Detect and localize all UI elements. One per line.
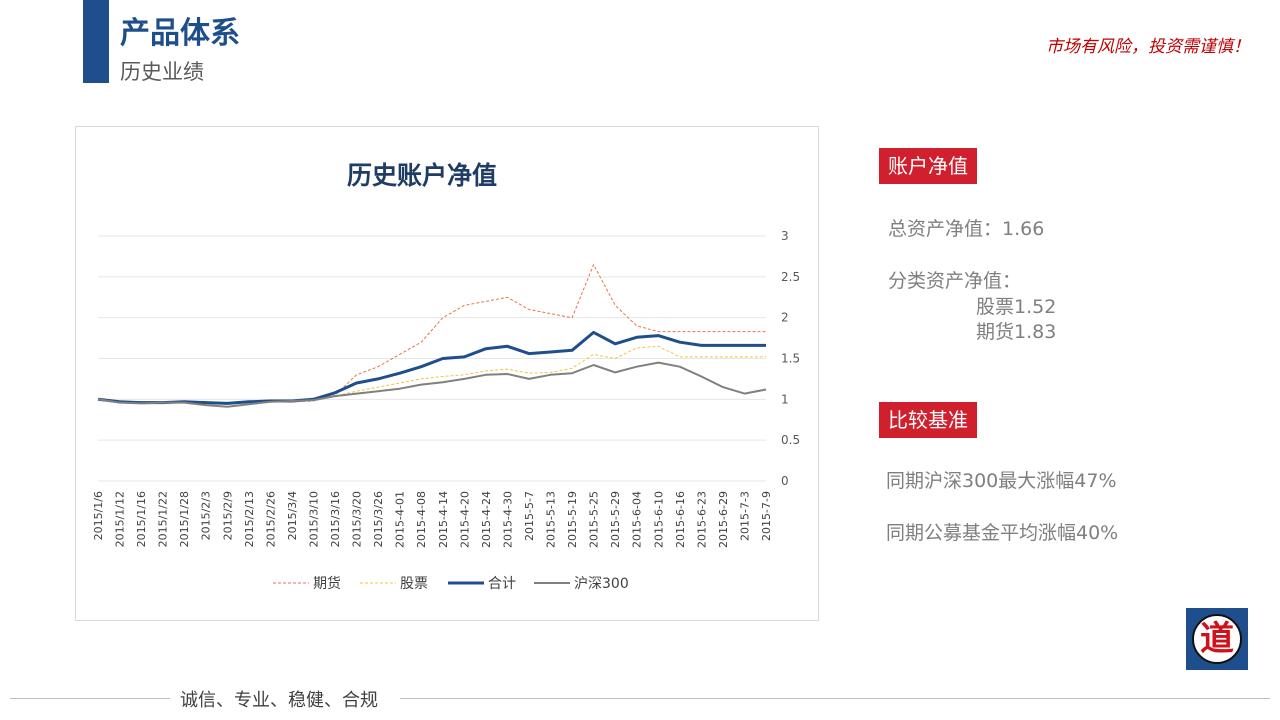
x-tick-label: 2015/3/20 bbox=[351, 491, 364, 547]
x-tick-label: 2015/1/22 bbox=[157, 491, 170, 547]
x-tick-label: 2015-5-29 bbox=[609, 491, 622, 548]
x-tick-label: 2015-4-08 bbox=[415, 491, 428, 548]
chart-title: 历史账户净值 bbox=[347, 161, 497, 190]
page-subtitle: 历史业绩 bbox=[120, 60, 204, 84]
x-tick-label: 2015/2/13 bbox=[243, 491, 256, 547]
x-tick-label: 2015/1/12 bbox=[114, 491, 127, 547]
fund-benchmark-text: 同期公募基金平均涨幅40% bbox=[886, 522, 1119, 544]
x-tick-label: 2015/2/26 bbox=[264, 491, 277, 547]
nav-line-chart: 历史账户净值 0 0.5 1 1.5 2 2.5 3 2015/1/6 2015/1/12 2015… bbox=[92, 161, 800, 592]
x-tick-label: 2015-5-7 bbox=[523, 491, 536, 541]
y-tick-label: 2.5 bbox=[781, 270, 800, 284]
dao-logo-icon: 道 bbox=[1192, 614, 1242, 664]
legend-label: 合计 bbox=[488, 576, 516, 592]
account-nav-badge: 账户净值 bbox=[879, 148, 977, 184]
x-tick-label: 2015-5-25 bbox=[588, 491, 601, 548]
y-tick-label: 0.5 bbox=[781, 433, 800, 447]
x-tick-label: 2015/1/16 bbox=[135, 491, 148, 547]
legend-label: 沪深300 bbox=[574, 576, 629, 592]
y-tick-label: 3 bbox=[781, 229, 789, 243]
x-tick-label: 2015-4-01 bbox=[394, 491, 407, 548]
x-tick-label: 2015-7-9 bbox=[760, 491, 773, 541]
x-tick-label: 2015-4-14 bbox=[437, 491, 450, 548]
series-line-股票 bbox=[97, 345, 766, 404]
series-line-合计 bbox=[97, 330, 766, 405]
x-tick-label: 2015/3/10 bbox=[307, 491, 320, 547]
y-tick-label: 1.5 bbox=[781, 352, 800, 366]
x-tick-label: 2015-4-24 bbox=[480, 491, 493, 548]
title-accent-bar bbox=[83, 0, 109, 83]
x-tick-label: 2015-6-29 bbox=[717, 491, 730, 548]
csi300-benchmark-text: 同期沪深300最大涨幅47% bbox=[886, 470, 1117, 492]
x-tick-label: 2015/1/6 bbox=[92, 491, 105, 540]
x-tick-label: 2015-5-13 bbox=[545, 491, 558, 548]
logo-character: 道 bbox=[1200, 619, 1234, 659]
benchmark-badge: 比较基准 bbox=[879, 402, 977, 438]
risk-warning: 市场有风险，投资需谨慎！ bbox=[1046, 37, 1250, 57]
x-tick-label: 2015/3/16 bbox=[329, 491, 342, 547]
futures-nav-text: 期货1.83 bbox=[976, 321, 1057, 343]
series-line-沪深300 bbox=[97, 361, 767, 408]
footer-divider-right bbox=[400, 698, 1270, 699]
x-tick-label: 2015-4-30 bbox=[501, 491, 514, 548]
x-tick-label: 2015/3/4 bbox=[286, 491, 299, 540]
company-logo: 道 bbox=[1186, 608, 1248, 670]
footer-divider-left bbox=[10, 698, 170, 699]
total-nav-text: 总资产净值：1.66 bbox=[888, 218, 1045, 240]
x-tick-label: 2015/3/26 bbox=[372, 491, 385, 547]
stock-nav-text: 股票1.52 bbox=[976, 296, 1057, 318]
x-tick-label: 2015/2/3 bbox=[200, 491, 213, 540]
x-tick-label: 2015-5-19 bbox=[566, 491, 579, 548]
x-tick-label: 2015-7-3 bbox=[738, 491, 751, 541]
legend-label: 股票 bbox=[400, 576, 428, 592]
x-tick-label: 2015/1/28 bbox=[178, 491, 191, 547]
x-tick-label: 2015-4-20 bbox=[458, 491, 471, 548]
y-tick-label: 1 bbox=[781, 392, 789, 406]
category-nav-label: 分类资产净值： bbox=[888, 270, 1022, 292]
legend-label: 期货 bbox=[313, 575, 341, 592]
x-tick-label: 2015-6-16 bbox=[674, 491, 687, 548]
x-tick-label: 2015/2/9 bbox=[221, 491, 234, 540]
y-tick-label: 0 bbox=[781, 474, 789, 488]
chart-frame: 历史账户净值 0 0.5 1 1.5 2 2.5 3 2015/1/6 2015/1/12 2015… bbox=[75, 126, 819, 621]
footer-motto: 诚信、专业、稳健、合规 bbox=[180, 690, 378, 711]
x-tick-label: 2015-6-10 bbox=[652, 491, 665, 548]
page-title: 产品体系 bbox=[120, 16, 240, 51]
y-tick-label: 2 bbox=[781, 311, 789, 325]
x-tick-label: 2015-6-23 bbox=[695, 491, 708, 548]
x-tick-label: 2015-6-04 bbox=[631, 491, 644, 548]
